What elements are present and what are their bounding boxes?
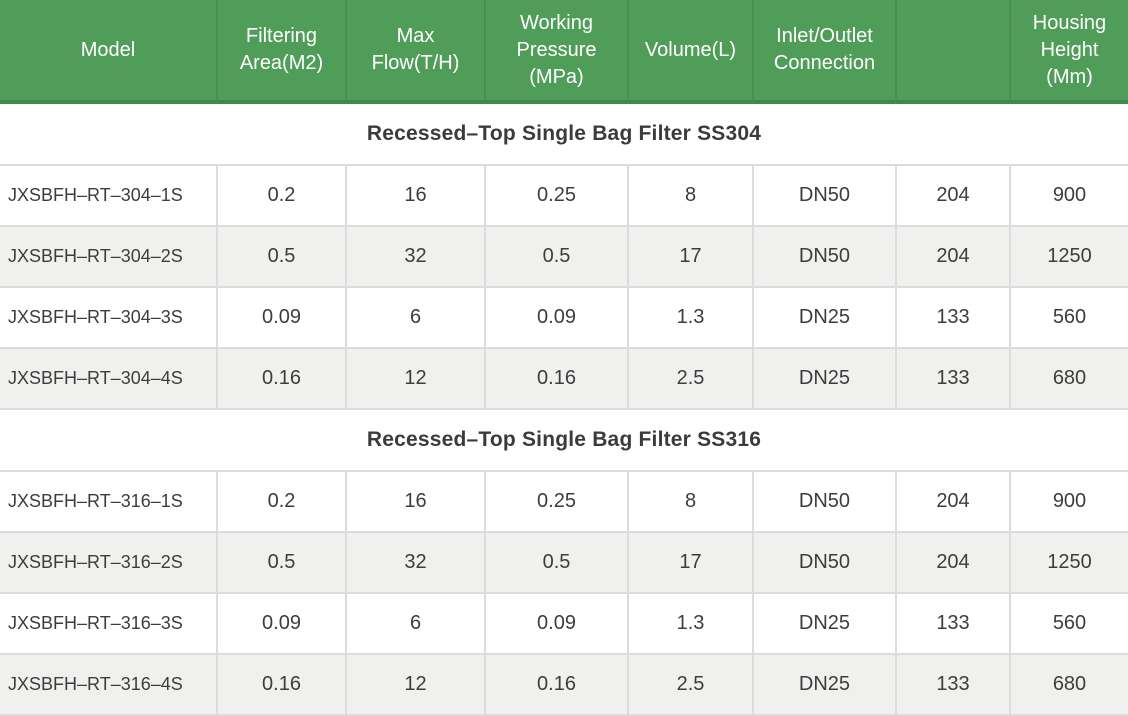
model-cell: JXSBFH–RT–316–3S <box>0 594 216 655</box>
table-row: JXSBFH–RT–304–2S 0.5 32 0.5 17 DN50 204 1250 <box>0 227 1128 288</box>
section-title-row: Recessed–Top Single Bag Filter SS304 <box>0 104 1128 166</box>
value-cell: 0.25 <box>484 472 627 533</box>
value-cell: 0.2 <box>216 166 345 227</box>
column-header-4: Volume(L) <box>627 0 752 104</box>
model-cell: JXSBFH–RT–316–2S <box>0 533 216 594</box>
model-cell: JXSBFH–RT–304–4S <box>0 349 216 410</box>
table-row: JXSBFH–RT–304–1S 0.2 16 0.25 8 DN50 204 900 <box>0 166 1128 227</box>
value-cell: 560 <box>1009 288 1128 349</box>
value-cell: 1250 <box>1009 227 1128 288</box>
value-cell: 560 <box>1009 594 1128 655</box>
value-cell: 900 <box>1009 166 1128 227</box>
value-cell: 0.16 <box>216 349 345 410</box>
section-title: Recessed–Top Single Bag Filter SS304 <box>0 104 1128 166</box>
table-row: JXSBFH–RT–316–3S 0.09 6 0.09 1.3 DN25 133 560 <box>0 594 1128 655</box>
value-cell: DN50 <box>752 472 895 533</box>
model-cell: JXSBFH–RT–316–1S <box>0 472 216 533</box>
value-cell: 133 <box>895 594 1009 655</box>
value-cell: 680 <box>1009 655 1128 716</box>
value-cell: 1.3 <box>627 288 752 349</box>
value-cell: 204 <box>895 472 1009 533</box>
value-cell: 0.25 <box>484 166 627 227</box>
value-cell: DN50 <box>752 533 895 594</box>
value-cell: 680 <box>1009 349 1128 410</box>
value-cell: 32 <box>345 533 484 594</box>
column-header-2: Max Flow(T/H) <box>345 0 484 104</box>
column-header-6 <box>895 0 1009 104</box>
section-title: Recessed–Top Single Bag Filter SS316 <box>0 410 1128 472</box>
column-header-7: Housing Height (Mm) <box>1009 0 1128 104</box>
column-header-5: Inlet/Outlet Connection <box>752 0 895 104</box>
value-cell: 0.16 <box>216 655 345 716</box>
value-cell: 17 <box>627 533 752 594</box>
value-cell: DN50 <box>752 166 895 227</box>
value-cell: 204 <box>895 227 1009 288</box>
value-cell: 1250 <box>1009 533 1128 594</box>
value-cell: 0.09 <box>216 288 345 349</box>
value-cell: 0.2 <box>216 472 345 533</box>
model-cell: JXSBFH–RT–304–1S <box>0 166 216 227</box>
value-cell: 12 <box>345 349 484 410</box>
column-header-0: Model <box>0 0 216 104</box>
model-cell: JXSBFH–RT–316–4S <box>0 655 216 716</box>
table-row: JXSBFH–RT–304–4S 0.16 12 0.16 2.5 DN25 133 680 <box>0 349 1128 410</box>
value-cell: 17 <box>627 227 752 288</box>
value-cell: DN50 <box>752 227 895 288</box>
value-cell: 6 <box>345 594 484 655</box>
value-cell: 0.5 <box>216 227 345 288</box>
value-cell: 12 <box>345 655 484 716</box>
value-cell: 32 <box>345 227 484 288</box>
column-header-3: Working Pressure (MPa) <box>484 0 627 104</box>
value-cell: DN25 <box>752 288 895 349</box>
value-cell: 2.5 <box>627 655 752 716</box>
model-cell: JXSBFH–RT–304–3S <box>0 288 216 349</box>
value-cell: 204 <box>895 533 1009 594</box>
value-cell: 0.5 <box>484 227 627 288</box>
value-cell: 133 <box>895 655 1009 716</box>
table-row: JXSBFH–RT–316–2S 0.5 32 0.5 17 DN50 204 1250 <box>0 533 1128 594</box>
table-row: JXSBFH–RT–316–4S 0.16 12 0.16 2.5 DN25 133 680 <box>0 655 1128 716</box>
table-body: Recessed–Top Single Bag Filter SS304 JXSB… <box>0 104 1128 716</box>
value-cell: 6 <box>345 288 484 349</box>
table-row: JXSBFH–RT–316–1S 0.2 16 0.25 8 DN50 204 900 <box>0 472 1128 533</box>
value-cell: 0.16 <box>484 655 627 716</box>
value-cell: 0.09 <box>484 594 627 655</box>
value-cell: 204 <box>895 166 1009 227</box>
column-header-1: Filtering Area(M2) <box>216 0 345 104</box>
value-cell: 16 <box>345 166 484 227</box>
value-cell: DN25 <box>752 594 895 655</box>
value-cell: 133 <box>895 349 1009 410</box>
value-cell: 0.09 <box>216 594 345 655</box>
section-title-row: Recessed–Top Single Bag Filter SS316 <box>0 410 1128 472</box>
value-cell: DN25 <box>752 349 895 410</box>
value-cell: 0.5 <box>216 533 345 594</box>
value-cell: 8 <box>627 166 752 227</box>
value-cell: 0.16 <box>484 349 627 410</box>
value-cell: 0.5 <box>484 533 627 594</box>
value-cell: 2.5 <box>627 349 752 410</box>
model-cell: JXSBFH–RT–304–2S <box>0 227 216 288</box>
value-cell: DN25 <box>752 655 895 716</box>
value-cell: 900 <box>1009 472 1128 533</box>
value-cell: 133 <box>895 288 1009 349</box>
value-cell: 8 <box>627 472 752 533</box>
table-row: JXSBFH–RT–304–3S 0.09 6 0.09 1.3 DN25 133 560 <box>0 288 1128 349</box>
header-row: Model Filtering Area(M2) Max Flow(T/H) Work… <box>0 0 1128 104</box>
value-cell: 0.09 <box>484 288 627 349</box>
value-cell: 1.3 <box>627 594 752 655</box>
table-header: Model Filtering Area(M2) Max Flow(T/H) Work… <box>0 0 1128 104</box>
value-cell: 16 <box>345 472 484 533</box>
